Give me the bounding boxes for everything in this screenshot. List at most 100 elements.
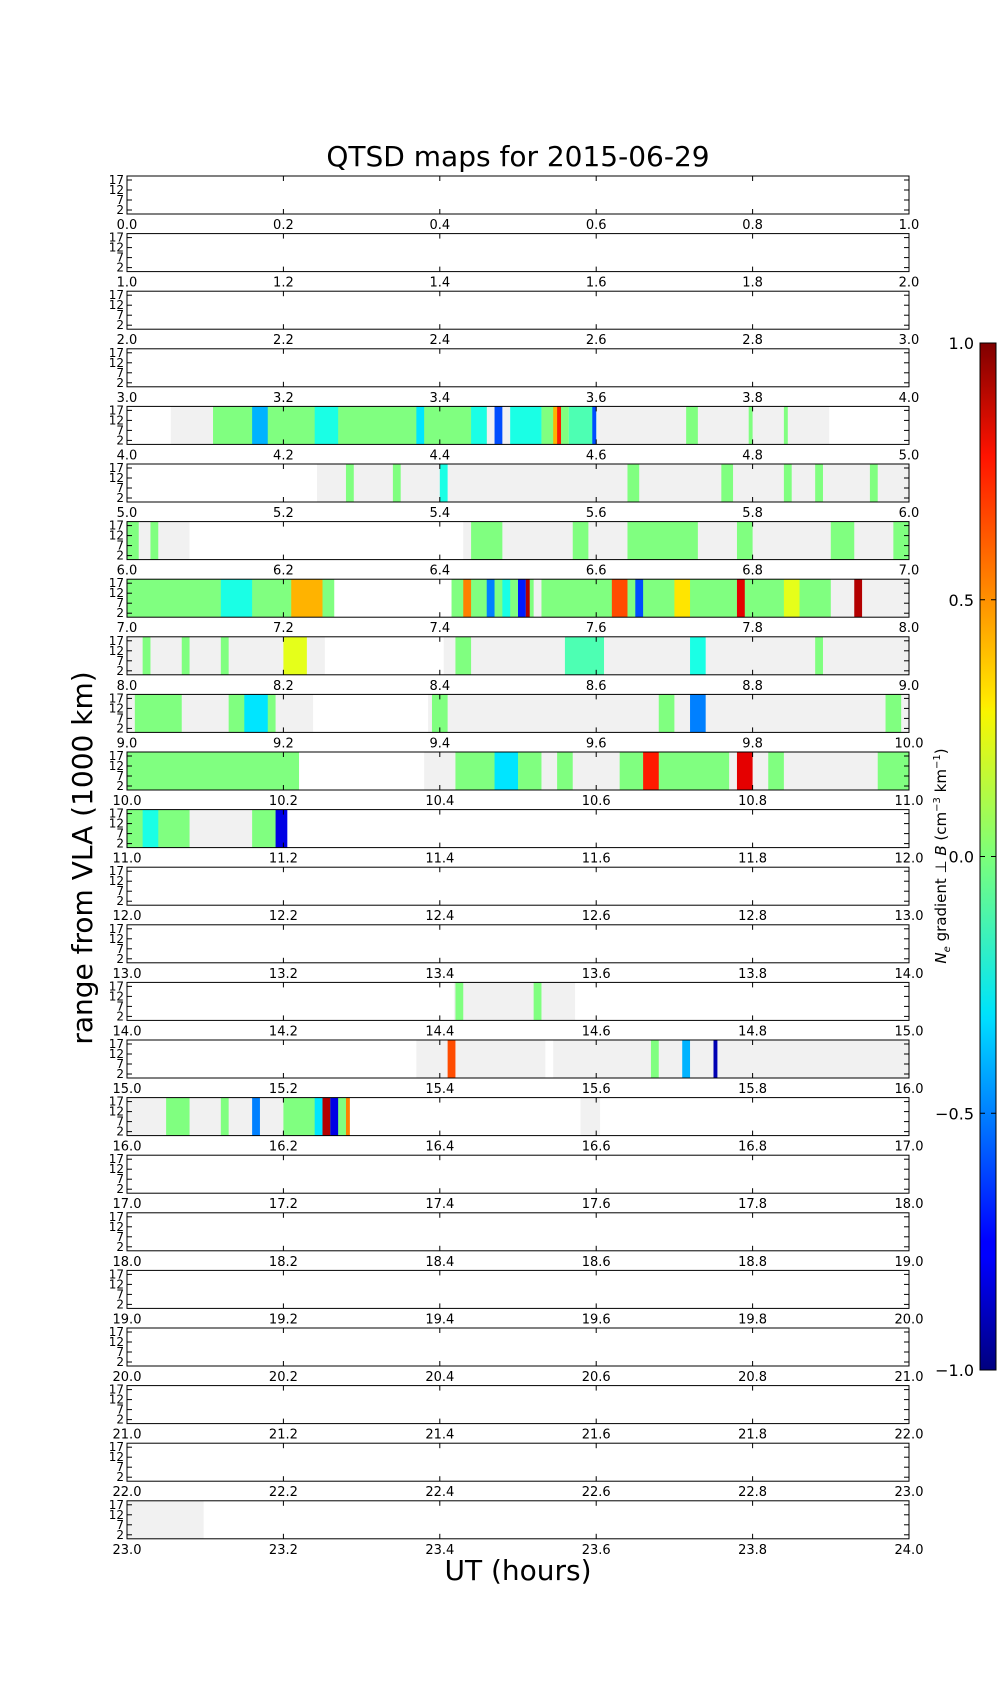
y-tick-label: 2 (116, 376, 124, 390)
gradient-feature (494, 752, 518, 790)
panel-frame (126, 1097, 910, 1137)
y-tick-label: 7 (116, 1345, 124, 1359)
x-tick-label: 20.0 (895, 1312, 924, 1327)
x-tick-label: 3.8 (742, 391, 763, 406)
gradient-feature (142, 636, 151, 675)
gradient-feature (510, 406, 542, 445)
x-tick-label: 21.2 (269, 1428, 298, 1443)
x-tick-label: 15.6 (582, 1082, 611, 1097)
gradient-feature (643, 752, 659, 790)
y-tick-label: 12 (109, 413, 124, 427)
x-tick-label: 5.8 (742, 506, 763, 521)
x-tick-label: 18.8 (738, 1255, 767, 1270)
y-tick-label: 7 (116, 827, 124, 841)
y-tick-label: 12 (109, 183, 124, 197)
x-tick-label: 19.0 (895, 1255, 924, 1270)
y-tick-label: 12 (109, 1508, 124, 1522)
x-tick-label: 22.8 (738, 1485, 767, 1500)
coverage-area (453, 982, 576, 1021)
gradient-feature (682, 1040, 691, 1078)
gradient-feature (361, 406, 409, 445)
x-tick-label: 16.8 (738, 1140, 767, 1155)
gradient-feature (314, 406, 339, 445)
y-tick-label: 2 (116, 491, 124, 505)
y-tick-label: 7 (116, 596, 124, 610)
x-tick-label: 8.0 (117, 679, 138, 694)
x-tick-label: 19.8 (738, 1312, 767, 1327)
colorbar-ticks: 1.0 0.5 0.0 −0.5 −1.0 (935, 334, 996, 1380)
gradient-feature (557, 406, 562, 445)
gradient-feature (783, 464, 792, 502)
y-tick-label: 12 (109, 1450, 124, 1464)
y-tick-label: 7 (116, 654, 124, 668)
x-tick-label: 12.6 (582, 909, 611, 924)
x-tick-label: 13.4 (425, 967, 454, 982)
panel-frame (126, 809, 910, 849)
gradient-feature (736, 752, 753, 790)
x-tick-label: 15.0 (113, 1082, 142, 1097)
y-tick-label: 2 (116, 779, 124, 793)
x-tick-label: 7.2 (273, 621, 294, 636)
gradient-feature (345, 1097, 350, 1136)
x-tick-label: 1.4 (429, 276, 450, 291)
panel-frame (126, 521, 910, 561)
y-tick-label: 17 (109, 1037, 124, 1051)
x-tick-label: 7.0 (117, 621, 138, 636)
colorbar-label-part: gradient ⊥ (932, 856, 950, 947)
panel-frame (126, 924, 910, 964)
y-tick-label: 12 (109, 932, 124, 946)
y-tick-label: 2 (116, 1413, 124, 1427)
x-tick-label: 5.0 (117, 506, 138, 521)
y-tick-label: 7 (116, 1115, 124, 1129)
y-tick-label: 2 (116, 1009, 124, 1023)
y-tick-label: 17 (109, 1498, 124, 1512)
gradient-feature (220, 1097, 229, 1136)
gradient-feature (463, 579, 472, 618)
y-tick-label: 12 (109, 1220, 124, 1234)
x-tick-label: 2.0 (117, 333, 138, 348)
y-tick-label: 12 (109, 989, 124, 1003)
x-tick-label: 22.6 (582, 1485, 611, 1500)
y-tick-label: 2 (116, 894, 124, 908)
gradient-feature (815, 636, 823, 675)
x-tick-label: 9.8 (742, 736, 763, 751)
y-tick-label: 12 (109, 817, 124, 831)
y-tick-label: 7 (116, 1460, 124, 1474)
y-tick-label: 7 (116, 884, 124, 898)
gradient-feature (748, 406, 753, 445)
x-tick-label: 5.6 (586, 506, 607, 521)
y-tick-label: 17 (109, 1095, 124, 1109)
x-tick-label: 9.0 (117, 736, 138, 751)
y-tick-label: 12 (109, 1277, 124, 1291)
y-tick-label: 12 (109, 1393, 124, 1407)
x-tick-label: 17.4 (425, 1197, 454, 1212)
gradient-feature (783, 406, 788, 445)
panel-frame (126, 1154, 910, 1194)
colorbar-label-part: −3 (932, 797, 943, 812)
x-tick-label: 23.4 (425, 1543, 454, 1558)
gradient-feature (392, 464, 401, 502)
x-tick-label: 8.8 (742, 679, 763, 694)
x-tick-label: 14.2 (269, 1024, 298, 1039)
y-tick-label: 12 (109, 586, 124, 600)
y-tick-label: 12 (109, 644, 124, 658)
gradient-feature (619, 752, 730, 790)
gradient-feature (416, 406, 425, 445)
x-tick-label: 2.6 (586, 333, 607, 348)
x-tick-label: 9.4 (429, 736, 450, 751)
x-tick-label: 16.0 (113, 1140, 142, 1155)
gradient-feature (635, 579, 644, 618)
panel-frame (126, 290, 910, 330)
colorbar-tick-label: 0.0 (949, 848, 974, 867)
gradient-feature (885, 694, 902, 733)
gradient-feature (345, 464, 354, 502)
y-tick-label: 17 (109, 461, 124, 475)
x-tick-label: 9.2 (273, 736, 294, 751)
gradient-feature (525, 579, 530, 618)
gradient-feature (736, 521, 753, 560)
